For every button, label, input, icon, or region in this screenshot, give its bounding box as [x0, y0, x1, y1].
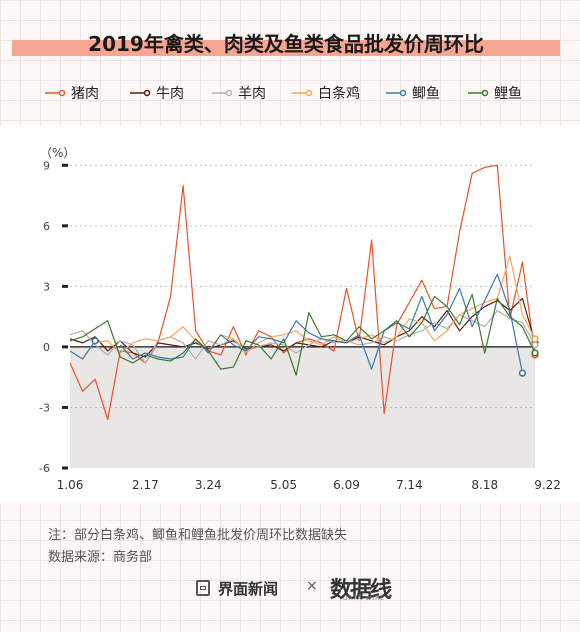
x-tick-label: 9.22: [534, 478, 561, 492]
legend-item: 鲤鱼: [468, 80, 522, 106]
y-tick-label: 9: [43, 159, 50, 172]
x-tick-label: 8.18: [471, 478, 498, 492]
x-tick-label: 1.06: [57, 478, 84, 492]
data-source: 数据来源：商务部: [48, 550, 153, 565]
jiemian-logo-icon: [196, 580, 210, 596]
legend-item: 猪肉: [45, 80, 99, 106]
negative-region: [70, 346, 535, 468]
y-axis-label: （%）: [40, 146, 75, 160]
legend-swatch: [45, 89, 66, 97]
legend-label: 牛肉: [156, 86, 184, 102]
x-tick-label: 2.17: [132, 478, 159, 492]
legend-label: 羊肉: [238, 86, 266, 102]
series-marker: [531, 335, 539, 343]
y-tick-label: 6: [43, 220, 50, 233]
series-line: [69, 293, 536, 376]
series-line: [69, 340, 96, 360]
legend-swatch: [212, 89, 233, 97]
y-tick-label: 3: [43, 280, 50, 293]
x-tick-label: 3.24: [195, 478, 222, 492]
legend-label: 鲫鱼: [412, 86, 440, 102]
x-tick-label: 6.09: [333, 478, 360, 492]
legend-item: 白条鸡: [292, 80, 360, 106]
x-tick-label: 7.14: [396, 478, 423, 492]
legend-swatch: [386, 89, 407, 97]
notes: 注：部分白条鸡、鲫鱼和鲤鱼批发价周环比数据缺失 数据来源：商务部: [48, 525, 347, 569]
legend-swatch: [130, 89, 151, 97]
legend: 猪肉 牛肉 羊肉 白条鸡 鲫鱼 鲤鱼: [0, 80, 580, 106]
legend-item: 羊肉: [212, 80, 266, 106]
chart-title: 2019年禽类、肉类及鱼类食品批发价周环比: [88, 32, 484, 56]
legend-item: 牛肉: [130, 80, 184, 106]
legend-item: 鲫鱼: [386, 80, 440, 106]
series-line: [95, 255, 536, 354]
legend-label: 猪肉: [71, 86, 99, 102]
legend-label: 鲤鱼: [494, 86, 522, 102]
legend-swatch: [468, 89, 489, 97]
chart-title-area: 2019年禽类、肉类及鱼类食品批发价周环比: [12, 30, 560, 60]
y-tick-label: -3: [39, 401, 50, 414]
y-tick-label: -6: [39, 462, 50, 475]
datawire-logo: 数据线: [330, 577, 392, 603]
series-line: [119, 273, 524, 374]
title-highlight-bar: [12, 40, 560, 56]
legend-swatch: [292, 89, 313, 97]
legend-label: 白条鸡: [318, 86, 360, 102]
chart-panel: 9 6 3 0 -3 -6 （%） 1.06 2.17 3.24 5.05 6.09 7.14 8.18 9…: [0, 125, 580, 503]
series-marker: [518, 369, 527, 377]
cross-symbol: ×: [306, 578, 318, 594]
brand-name: 界面新闻: [218, 580, 279, 598]
series-marker: [531, 349, 539, 357]
series-marker: [531, 341, 539, 349]
series-marker: [91, 337, 99, 345]
note-missing-data: 注：部分白条鸡、鲫鱼和鲤鱼批发价周环比数据缺失: [48, 528, 348, 543]
datawire-logo-sub: DATA WIRE: [343, 595, 386, 602]
footer: 界面新闻 × 数据线 DATA WIRE: [0, 575, 580, 605]
y-tick-label: 0: [43, 341, 50, 354]
x-tick-label: 5.05: [270, 478, 297, 492]
line-chart: 9 6 3 0 -3 -6 （%） 1.06 2.17 3.24 5.05 6.09 7.14 8.18 9…: [39, 146, 561, 492]
